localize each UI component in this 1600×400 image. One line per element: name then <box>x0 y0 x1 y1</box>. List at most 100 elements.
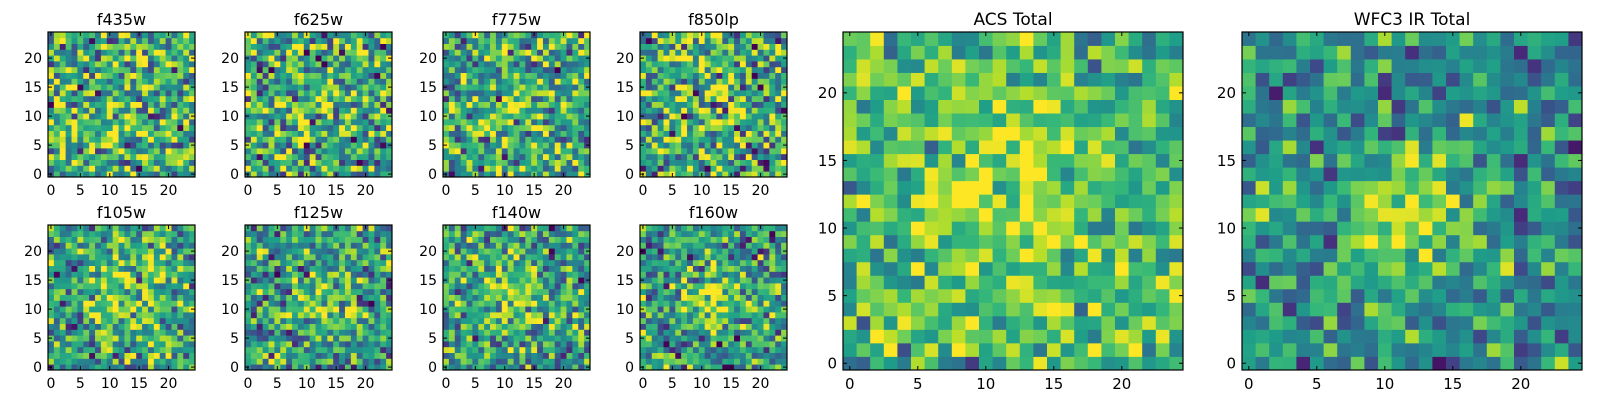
heatmap-cell <box>757 43 764 50</box>
heatmap-cell <box>368 265 375 272</box>
heatmap-cell <box>374 142 381 149</box>
heatmap-cell <box>356 312 363 319</box>
heatmap-cell <box>380 364 387 371</box>
heatmap-cell <box>566 306 573 313</box>
heatmap-cell <box>775 78 782 85</box>
heatmap-cell <box>177 265 184 272</box>
heatmap-cell <box>368 346 375 353</box>
heatmap-cell <box>142 90 149 97</box>
heatmap-cell <box>554 119 561 126</box>
heatmap-cell <box>763 37 770 44</box>
heatmap-cell <box>95 32 102 39</box>
heatmap-cell <box>663 294 670 301</box>
heatmap-cell <box>698 119 706 126</box>
heatmap-cell <box>297 277 305 284</box>
heatmap-cell <box>460 107 467 114</box>
heatmap-cell <box>501 101 509 108</box>
heatmap-cell <box>692 335 700 342</box>
heatmap-cell <box>578 242 585 249</box>
heatmap-cell <box>171 271 178 278</box>
y-tick-label: 5 <box>230 331 239 347</box>
heatmap-cell <box>566 61 573 68</box>
heatmap-cell <box>501 317 509 324</box>
heatmap-cell <box>472 277 479 284</box>
heatmap-cell <box>472 358 479 365</box>
heatmap-cell <box>274 288 281 295</box>
heatmap-cell <box>147 271 155 278</box>
heatmap-cell <box>142 230 149 237</box>
heatmap-cell <box>106 294 114 301</box>
heatmap-cell <box>65 259 72 266</box>
heatmap-cell <box>177 66 184 73</box>
heatmap-cell <box>443 300 450 307</box>
heatmap-cell <box>183 358 190 365</box>
heatmap-cell <box>560 113 567 120</box>
heatmap-cell <box>53 283 61 290</box>
heatmap-cell <box>669 72 676 79</box>
heatmap-cell <box>448 271 456 278</box>
heatmap-cell <box>171 136 178 143</box>
heatmap-cell <box>645 119 653 126</box>
heatmap-cell <box>640 165 647 172</box>
heatmap-cell <box>256 225 264 232</box>
heatmap-cell <box>443 312 450 319</box>
heatmap-cell <box>147 142 155 149</box>
heatmap-cell <box>584 165 591 172</box>
heatmap-cell <box>189 49 196 56</box>
heatmap-cell <box>124 306 131 313</box>
heatmap-cell <box>716 61 723 68</box>
heatmap-cell <box>716 49 723 56</box>
heatmap-cell <box>165 277 172 284</box>
heatmap-cell <box>165 66 172 73</box>
heatmap-cell <box>757 341 764 348</box>
heatmap-cell <box>657 49 664 56</box>
heatmap-cell <box>454 84 462 91</box>
heatmap-cell <box>48 358 55 365</box>
heatmap-cell <box>663 130 670 137</box>
heatmap-cell <box>675 352 682 359</box>
heatmap-cell <box>280 43 287 50</box>
heatmap-cell <box>640 300 647 307</box>
heatmap-cell <box>147 254 155 261</box>
heatmap-cell <box>374 61 381 68</box>
heatmap-cell <box>490 271 497 278</box>
heatmap-cell <box>315 248 322 255</box>
heatmap-cell <box>280 171 287 178</box>
heatmap-cell <box>303 358 311 365</box>
heatmap-cell <box>100 271 108 278</box>
heatmap-cell <box>374 346 381 353</box>
heatmap-cell <box>781 294 788 301</box>
heatmap-cell <box>159 61 166 68</box>
heatmap-cell <box>698 107 706 114</box>
heatmap-cell <box>704 364 711 371</box>
heatmap-cell <box>59 136 67 143</box>
heatmap-cell <box>454 335 462 342</box>
heatmap-cell <box>687 101 694 108</box>
heatmap-cell <box>542 119 550 126</box>
heatmap-cell <box>484 61 491 68</box>
heatmap-cell <box>645 107 653 114</box>
heatmap-cell <box>507 37 514 44</box>
heatmap-cell <box>147 78 155 85</box>
heatmap-cell <box>153 288 161 295</box>
heatmap-cell <box>734 312 741 319</box>
heatmap-cell <box>519 323 526 330</box>
heatmap-cell <box>142 335 149 342</box>
heatmap-cell <box>507 119 514 126</box>
heatmap-cell <box>698 113 706 120</box>
heatmap-cell <box>460 119 467 126</box>
heatmap-cell <box>640 341 647 348</box>
heatmap-cell <box>183 259 190 266</box>
heatmap-cell <box>112 124 119 131</box>
heatmap-cell <box>763 294 770 301</box>
heatmap-cell <box>165 346 172 353</box>
heatmap-cell <box>640 78 647 85</box>
heatmap-cell <box>327 55 334 62</box>
heatmap-cell <box>490 259 497 266</box>
heatmap-cell <box>333 153 340 160</box>
heatmap-cell <box>142 323 149 330</box>
heatmap-cell <box>309 55 316 62</box>
heatmap-cell <box>710 364 717 371</box>
heatmap-cell <box>112 259 119 266</box>
heatmap-cell <box>292 358 299 365</box>
